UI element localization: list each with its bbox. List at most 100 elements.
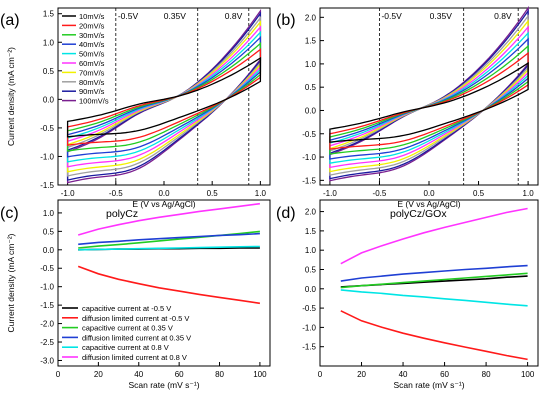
x-tick-label: 40: [399, 370, 408, 379]
y-axis-label: Current density (mA cm⁻²): [6, 233, 16, 332]
y-tick-label: 1.5: [305, 227, 317, 236]
y-tick-label: 0.5: [305, 83, 317, 92]
series-line: [78, 232, 260, 246]
y-tick-label: 0.0: [43, 95, 55, 104]
y-tick-label: 0.0: [305, 285, 317, 294]
x-tick-label: 1.0: [255, 189, 267, 198]
x-tick-label: -1.0: [323, 189, 337, 198]
cv-curve: [329, 61, 529, 143]
panel-d: 0 20 40 60 80 100 -1.5 -1.0 -0.5 0.0 0.5 1.0 1.5 2.0 S…: [276, 199, 539, 390]
series-line: [340, 272, 528, 289]
y-tick-label: -1.5: [302, 176, 316, 185]
series-line: [77, 265, 261, 305]
x-axis-label: E (V vs Ag/AgCl): [132, 199, 195, 209]
x-tick-label: 0.0: [158, 189, 170, 198]
y-tick-label: -1.5: [302, 343, 316, 352]
legend-label: capacitive current at -0.5 V: [82, 304, 171, 313]
y-tick-label: 1.0: [305, 60, 317, 69]
legend-label: 40mV/s: [79, 40, 105, 49]
x-tick-label: 80: [482, 370, 491, 379]
y-tick-label: 0.5: [43, 67, 55, 76]
legend-label: 30mV/s: [79, 31, 105, 40]
legend-label: 100mV/s: [79, 97, 109, 106]
panel-b: -1.0 -0.5 0.0 0.5 1.0 -1.5 -1.0 -0.5 0.0 0.5 1.0 1.…: [276, 5, 539, 209]
series-line: [77, 202, 261, 236]
x-axis-label: Scan rate (mV s⁻¹): [393, 380, 464, 390]
marker-line-label: -0.5V: [381, 11, 402, 21]
x-tick-label: 20: [357, 370, 366, 379]
legend-label: 60mV/s: [79, 59, 105, 68]
y-tick-label: 1.0: [305, 246, 317, 255]
y-tick-label: 1.0: [43, 209, 55, 218]
series-line: [340, 207, 528, 265]
plot-frame: [319, 199, 539, 367]
y-tick-label: -0.5: [302, 304, 316, 313]
x-tick-label: 100: [521, 370, 535, 379]
marker-line-label: 0.35V: [164, 11, 187, 21]
plot-frame: [57, 199, 271, 367]
y-tick-label: -0.5: [302, 130, 316, 139]
y-tick-label: -1.5: [40, 301, 54, 310]
y-tick-label: -3.0: [40, 356, 54, 365]
legend-label: diffusion limited current at 0.35 V: [82, 333, 191, 342]
legend-label: 70mV/s: [79, 68, 105, 77]
y-tick-label: 0.5: [43, 227, 55, 236]
panel-label: (d): [276, 205, 296, 222]
legend-label: 10mV/s: [79, 12, 105, 21]
y-tick-label: -0.5: [40, 264, 54, 273]
panel-title: polyCz: [106, 208, 138, 220]
y-tick-label: 1.0: [43, 38, 55, 47]
panel-a: -1.0 -0.5 0.0 0.5 1.0 -1.5 -1.0 -0.5 0.0 0.5 1.0 1.…: [0, 7, 271, 209]
panel-c: 0 20 40 60 80 100 -3.0 -2.5 -2.0 -1.5 -1.0 -0.5 0.0 0…: [0, 199, 271, 390]
y-tick-label: 0.0: [43, 246, 55, 255]
y-tick-label: -0.5: [40, 124, 54, 133]
legend-label: diffusion limited current at -0.5 V: [82, 314, 189, 323]
x-tick-label: 0: [56, 370, 61, 379]
x-tick-label: 1.0: [523, 189, 535, 198]
legend-label: diffusion limited current at 0.8 V: [82, 353, 187, 362]
cv-curve: [329, 8, 529, 180]
y-axis-label: Current density (mA cm⁻²): [6, 47, 16, 146]
x-tick-label: -1.0: [61, 189, 75, 198]
panel-label: (c): [0, 205, 19, 222]
y-tick-label: -2.5: [40, 338, 54, 347]
y-tick-label: 2.0: [305, 208, 317, 217]
panel-title: polyCz/GOx: [390, 208, 447, 220]
x-tick-label: 40: [134, 370, 143, 379]
series-line: [340, 264, 528, 282]
cv-curve: [66, 56, 262, 138]
y-tick-label: -2.0: [40, 320, 54, 329]
x-tick-label: 60: [440, 370, 449, 379]
y-tick-label: -1.0: [302, 153, 316, 162]
panel-label: (b): [276, 12, 296, 29]
y-tick-label: -1.5: [40, 181, 54, 190]
x-tick-label: 0: [318, 370, 323, 379]
legend-label: capacitive current at 0.8 V: [82, 343, 169, 352]
y-tick-label: -1.0: [40, 283, 54, 292]
marker-line-label: 0.8V: [494, 11, 512, 21]
legend-label: 20mV/s: [79, 21, 105, 30]
series-line: [78, 230, 260, 249]
x-axis-label: Scan rate (mV s⁻¹): [128, 380, 199, 390]
y-tick-label: -1.0: [40, 152, 54, 161]
marker-line-label: -0.5V: [118, 11, 139, 21]
x-tick-label: 0.5: [473, 189, 485, 198]
x-tick-label: 20: [94, 370, 103, 379]
series-line: [340, 310, 528, 361]
x-tick-label: -0.5: [109, 189, 123, 198]
y-tick-label: 0.0: [305, 106, 317, 115]
y-tick-label: 1.5: [43, 10, 55, 19]
x-tick-label: 60: [175, 370, 184, 379]
x-tick-label: -0.5: [373, 189, 387, 198]
marker-line-label: 0.8V: [225, 11, 243, 21]
marker-line-label: 0.35V: [430, 11, 453, 21]
y-tick-label: 0.5: [305, 265, 317, 274]
series-line: [78, 245, 260, 251]
legend-label: capacitive current at 0.35 V: [82, 324, 173, 333]
legend-label: 90mV/s: [79, 87, 105, 96]
y-tick-label: 1.5: [305, 37, 317, 46]
y-tick-label: 2.0: [305, 13, 317, 22]
x-tick-label: 0.0: [423, 189, 435, 198]
panel-label: (a): [0, 12, 20, 29]
